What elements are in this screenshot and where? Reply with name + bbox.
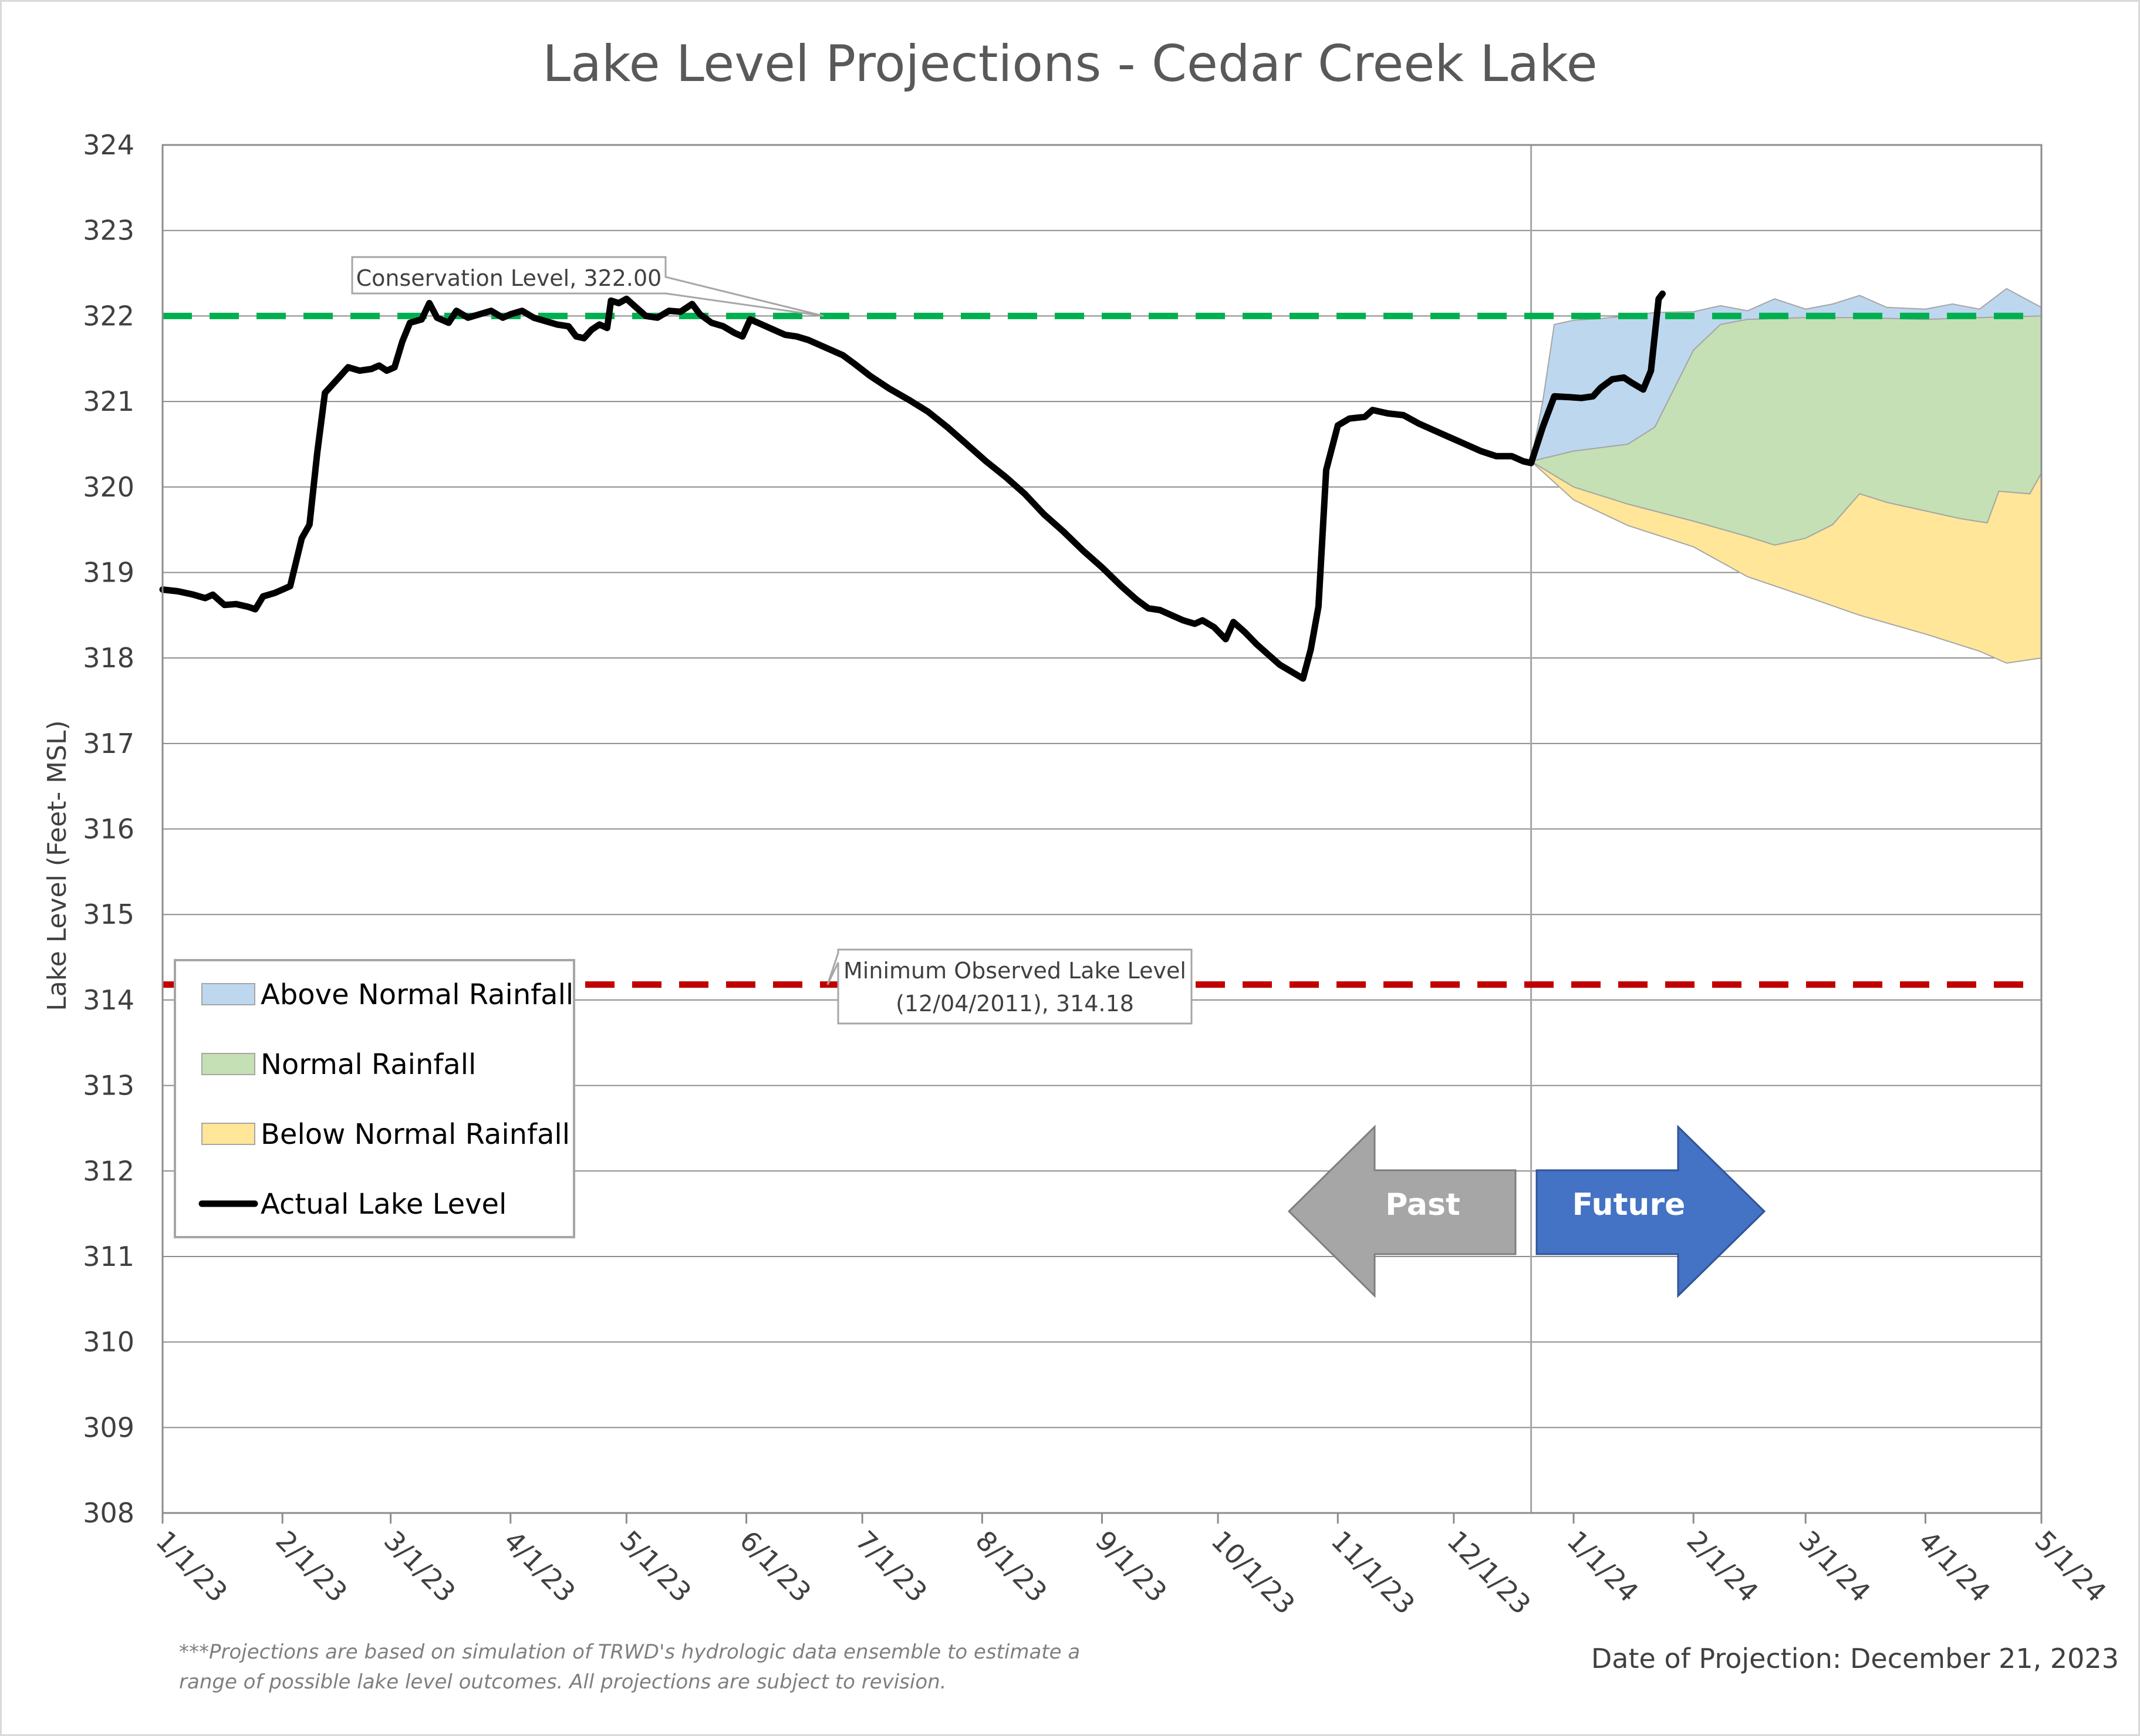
minimum-callout-box — [826, 948, 1193, 1025]
y-tick-label: 308 — [83, 1497, 134, 1529]
footnote-line-1: ***Projections are based on simulation o… — [179, 1640, 1080, 1664]
y-tick-label: 324 — [83, 129, 134, 161]
projection-date-label: Date of Projection: December 21, 2023 — [1591, 1643, 2119, 1674]
y-tick-label: 310 — [83, 1326, 134, 1358]
actual-lake-level-line — [159, 291, 1666, 682]
x-tick-label: 5/1/23 — [614, 1525, 698, 1609]
future-arrow — [1535, 1124, 1766, 1298]
y-tick-label: 318 — [83, 642, 134, 674]
legend-label-actual-lake-level: Actual Lake Level — [261, 1188, 507, 1221]
x-tick-label: 1/1/23 — [150, 1525, 234, 1609]
legend: Above Normal Rainfall Normal Rainfall Belo… — [174, 959, 575, 1238]
legend-label-below-normal-rainfall: Below Normal Rainfall — [261, 1118, 570, 1151]
minimum-callout-label-line-1: Minimum Observed Lake Level — [843, 958, 1186, 984]
band-below-normal-rainfall — [1530, 461, 2042, 664]
future-arrow-label: Future — [1572, 1187, 1686, 1222]
y-tick-label: 316 — [83, 813, 134, 845]
x-tick-label: 9/1/23 — [1089, 1525, 1173, 1609]
x-tick-label: 2/1/23 — [269, 1525, 353, 1609]
y-tick-label: 314 — [83, 984, 134, 1016]
plot-area: 308 309 310 311 312 313 314 315 316 317 318 319 320 3… — [83, 129, 2112, 1620]
legend-swatch-normal-rainfall — [201, 1053, 255, 1075]
x-tick-label: 12/1/23 — [1441, 1525, 1537, 1621]
y-tick-label: 315 — [83, 899, 134, 930]
minimum-callout-label-line-2: (12/04/2011), 314.18 — [896, 991, 1134, 1016]
legend-swatch-below-normal-rainfall — [201, 1123, 255, 1145]
y-tick-label: 312 — [83, 1155, 134, 1187]
y-tick-label: 311 — [83, 1241, 134, 1272]
x-tick-label: 3/1/24 — [1793, 1525, 1876, 1609]
y-tick-label: 317 — [83, 728, 134, 759]
y-tick-label: 322 — [83, 300, 134, 332]
y-tick-label: 320 — [83, 471, 134, 503]
x-tick-label: 5/1/24 — [2028, 1525, 2112, 1609]
x-tick-label: 4/1/24 — [1913, 1525, 1997, 1609]
y-tick-label: 321 — [83, 386, 134, 417]
x-tick-label: 3/1/23 — [378, 1525, 462, 1609]
y-tick-label: 313 — [83, 1070, 134, 1102]
past-arrow-label: Past — [1385, 1187, 1460, 1222]
legend-label-normal-rainfall: Normal Rainfall — [261, 1048, 476, 1081]
x-tick-label: 4/1/23 — [498, 1525, 582, 1609]
x-tick-label: 7/1/23 — [849, 1525, 933, 1609]
legend-swatch-above-normal-rainfall — [201, 983, 255, 1005]
x-tick-label: 1/1/24 — [1561, 1525, 1645, 1609]
legend-label-above-normal-rainfall: Above Normal Rainfall — [261, 978, 573, 1011]
x-tick-label: 10/1/23 — [1205, 1525, 1301, 1621]
y-tick-label: 309 — [83, 1411, 134, 1443]
x-tick-label: 2/1/24 — [1680, 1525, 1764, 1609]
y-tick-label: 323 — [83, 215, 134, 246]
x-tick-label: 6/1/23 — [734, 1525, 818, 1609]
legend-box — [174, 959, 575, 1238]
conservation-callout-label: Conservation Level, 322.00 — [356, 265, 662, 291]
conservation-callout-box — [351, 256, 824, 317]
y-tick-label: 319 — [83, 556, 134, 588]
y-axis-label: Lake Level (Feet- MSL) — [42, 720, 72, 1011]
past-arrow — [1287, 1124, 1517, 1298]
x-tick-label: 11/1/23 — [1325, 1525, 1421, 1621]
footnote-line-2: range of possible lake level outcomes. A… — [179, 1670, 947, 1694]
chart-title: Lake Level Projections - Cedar Creek Lak… — [542, 35, 1597, 93]
x-tick-label: 8/1/23 — [970, 1525, 1054, 1609]
